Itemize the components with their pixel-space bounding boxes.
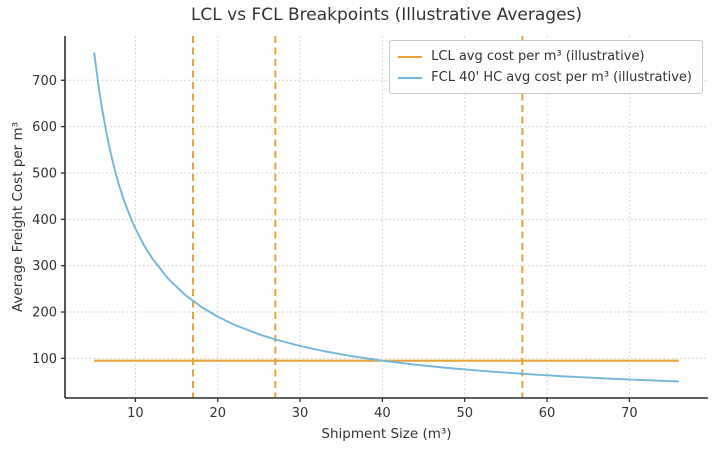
legend-item-lcl: LCL avg cost per m³ (illustrative): [398, 46, 692, 67]
x-tick-label: 60: [539, 406, 556, 421]
y-tick-label: 500: [32, 166, 57, 181]
x-tick-label: 40: [374, 406, 391, 421]
fcl-curve: [93, 52, 679, 383]
y-tick-label: 200: [32, 306, 57, 321]
legend-label-fcl: FCL 40' HC avg cost per m³ (illustrative…: [431, 70, 692, 85]
legend-item-fcl: FCL 40' HC avg cost per m³ (illustrative…: [398, 67, 692, 88]
y-tick-label: 600: [32, 120, 57, 135]
x-tick-label: 30: [292, 406, 309, 421]
y-tick-label: 300: [32, 259, 57, 274]
legend: LCL avg cost per m³ (illustrative) FCL 4…: [389, 40, 703, 94]
x-axis-label: Shipment Size (m³): [321, 426, 452, 442]
y-tick-label: 100: [32, 352, 57, 367]
x-tick-label: 50: [456, 406, 473, 421]
y-tick-label: 700: [32, 74, 57, 89]
legend-label-lcl: LCL avg cost per m³ (illustrative): [431, 49, 645, 64]
x-tick-label: 20: [209, 406, 226, 421]
y-axis-label: Average Freight Cost per m³: [10, 121, 26, 313]
y-tick-label: 400: [32, 213, 57, 228]
x-tick-label: 10: [127, 406, 144, 421]
x-tick-label: 70: [621, 406, 638, 421]
fcl-line-swatch: [398, 76, 423, 79]
chart-title: LCL vs FCL Breakpoints (Illustrative Ave…: [190, 5, 583, 25]
lcl-line-swatch: [398, 55, 423, 58]
